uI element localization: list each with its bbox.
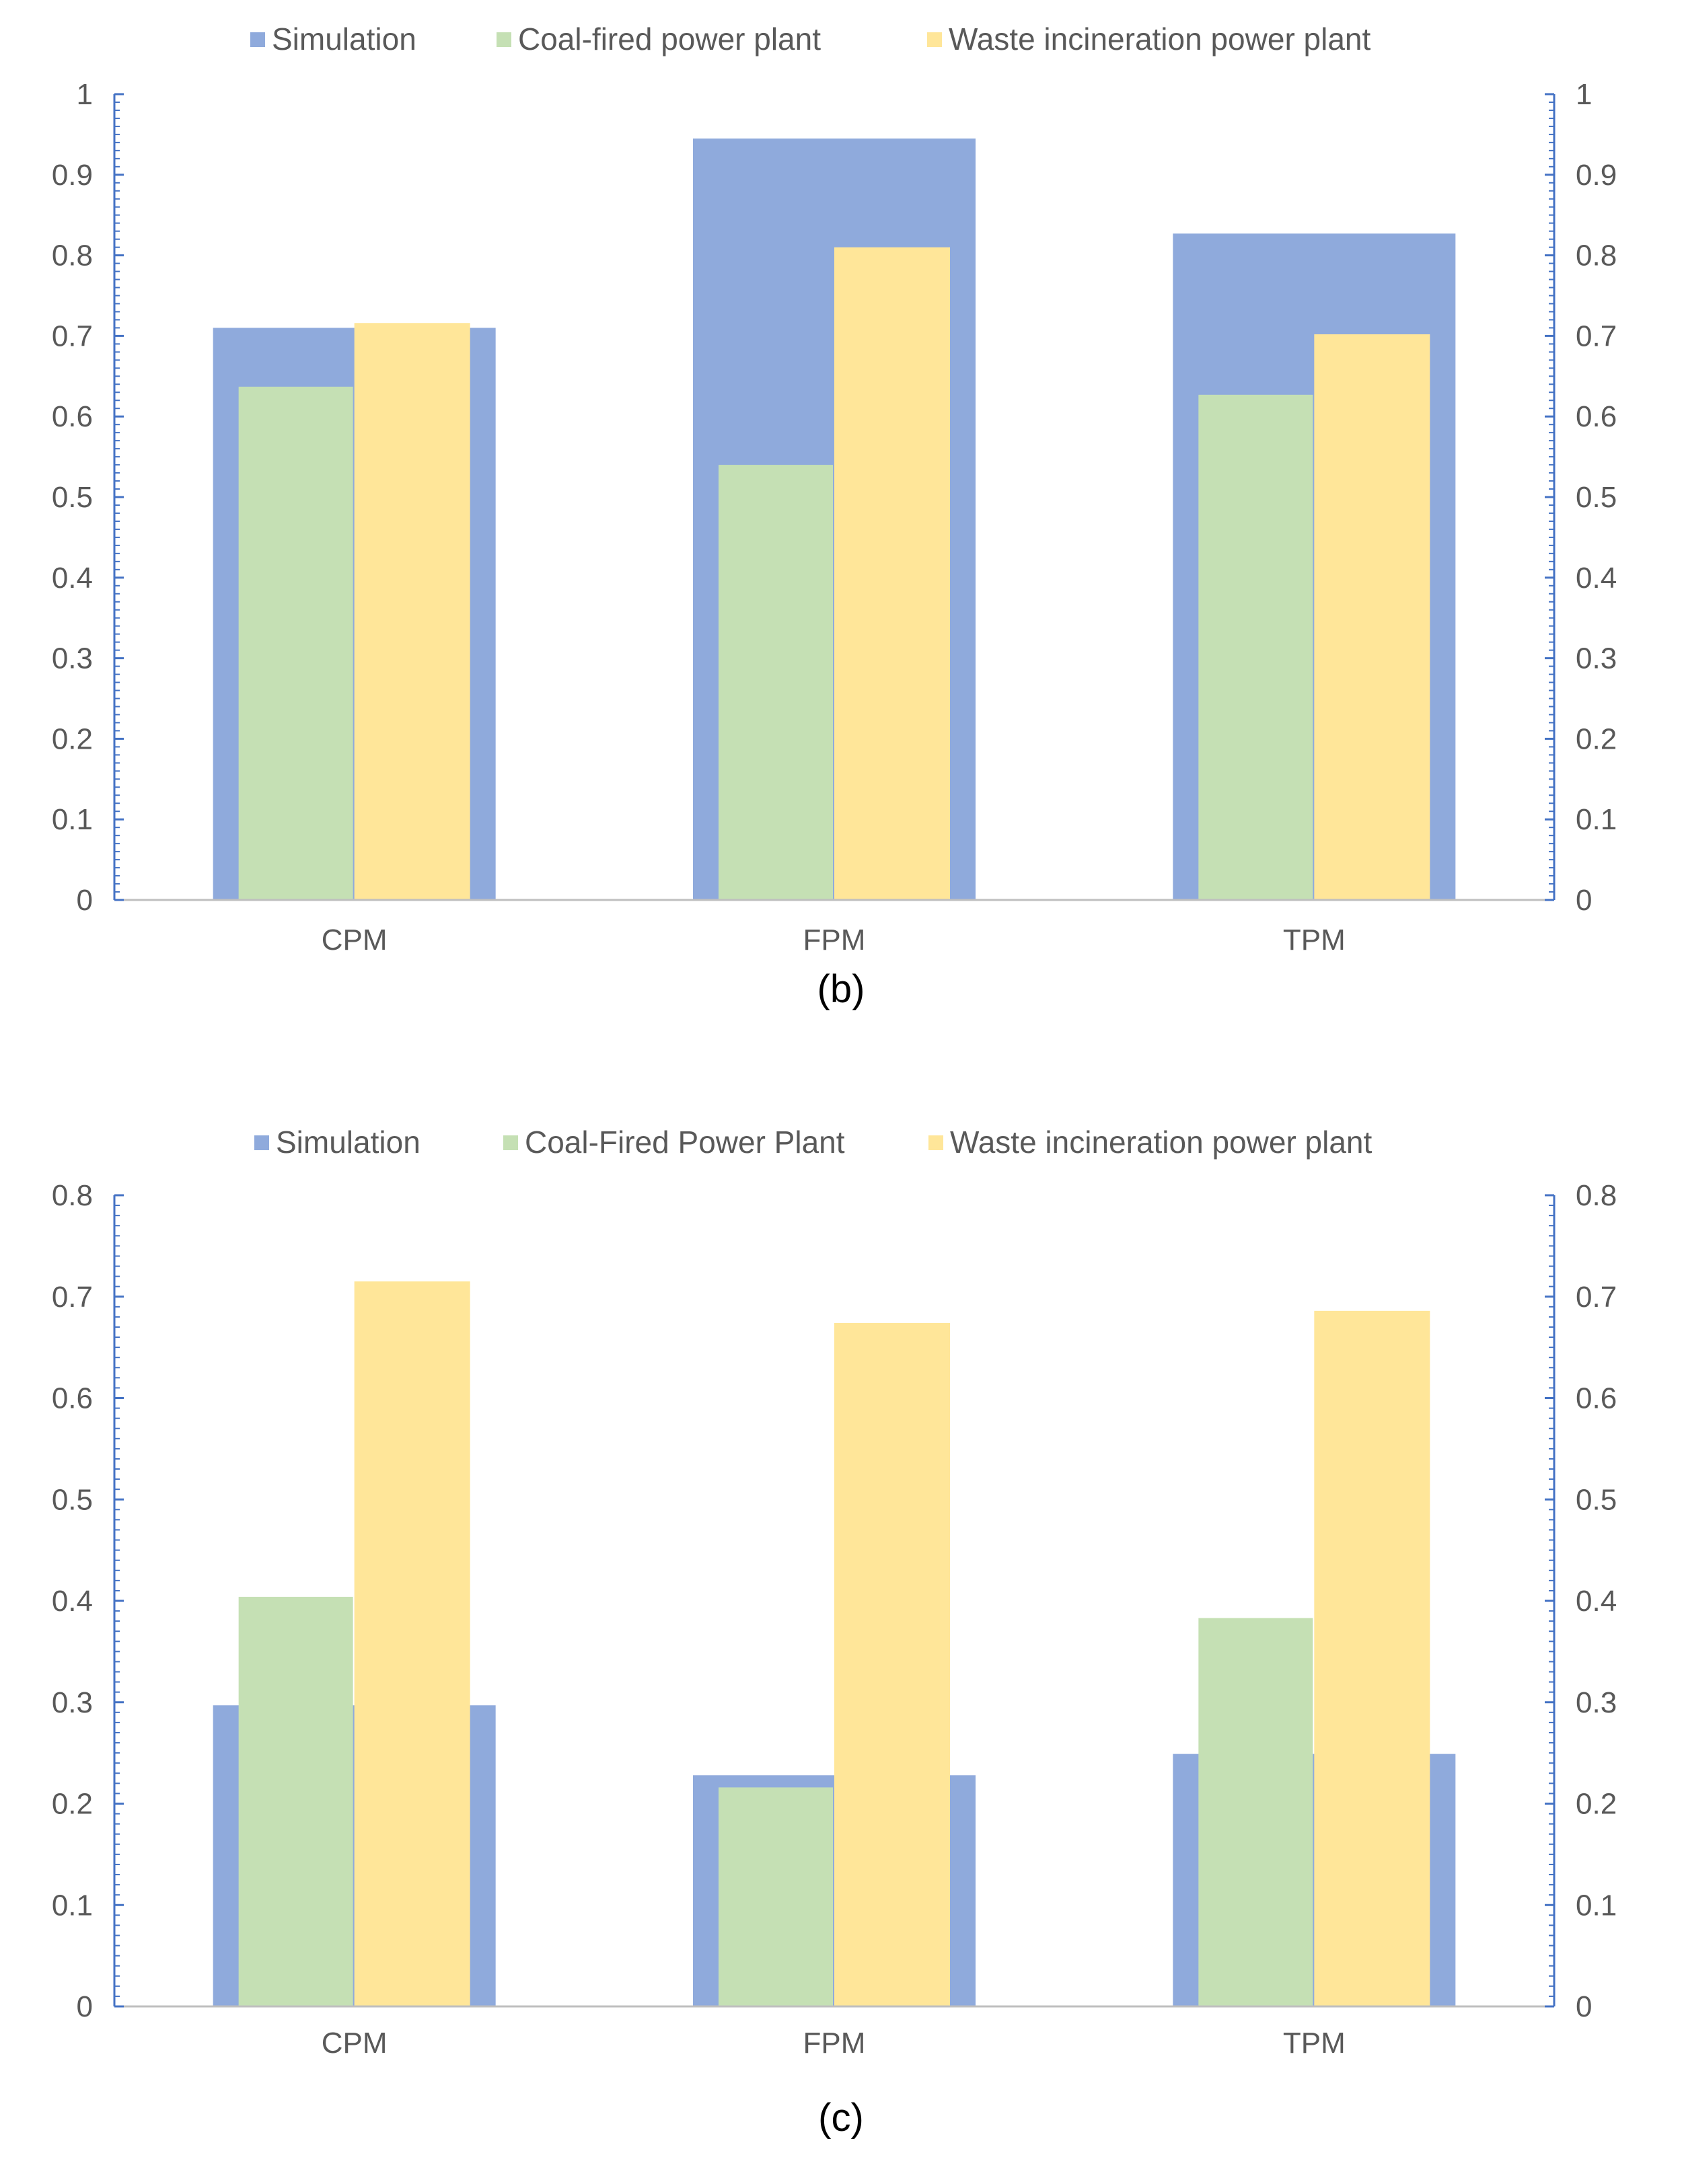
- bar-group-tpm: [1173, 1310, 1456, 2006]
- tick-label-left: 0.4: [52, 1585, 93, 1618]
- legend-item-coal-fired-power-plant: Coal-Fired Power Plant: [503, 1125, 845, 1160]
- tick-label-left: 0.6: [52, 1382, 93, 1415]
- legend-item-waste-incineration-power-plant: Waste incineration power plant: [928, 1125, 1373, 1160]
- tick-label-left: 0.6: [52, 400, 93, 433]
- bar-waste-incineration-power-plant-tpm: [1314, 334, 1430, 900]
- tick-label-right: 0.5: [1576, 1483, 1617, 1516]
- tick-label-right: 0.2: [1576, 722, 1617, 755]
- legend-label-coal-fired-power-plant: Coal-Fired Power Plant: [525, 1125, 845, 1160]
- bar-group-fpm: [693, 138, 976, 900]
- tick-label-right: 0.8: [1576, 1179, 1617, 1212]
- tick-label-right: 0.4: [1576, 1585, 1617, 1618]
- legend-item-coal-fired-power-plant: Coal-fired power plant: [497, 22, 821, 57]
- tick-label-right: 0.9: [1576, 159, 1617, 192]
- bar-coal-fired-power-plant-fpm: [719, 1787, 833, 2006]
- legend-label-waste-incineration-power-plant: Waste incineration power plant: [950, 1125, 1373, 1160]
- legend-label-coal-fired-power-plant: Coal-fired power plant: [518, 22, 821, 57]
- tick-label-left: 1: [77, 78, 93, 111]
- tick-label-right: 1: [1576, 78, 1592, 111]
- tick-label-right: 0: [1576, 884, 1592, 917]
- tick-label-left: 0.2: [52, 1788, 93, 1821]
- panel-label: (b): [817, 967, 865, 1011]
- legend-swatch-simulation: [254, 1135, 269, 1150]
- tick-label-left: 0: [77, 884, 93, 917]
- category-label-cpm: CPM: [322, 2027, 388, 2060]
- y-axis-left: 0 0.1 0.2 0.3 0.4 0.5 0.6 0.7 0.8 0.9 1: [52, 78, 124, 917]
- tick-label-left: 0.5: [52, 481, 93, 514]
- tick-label-left: 0.3: [52, 642, 93, 675]
- tick-label-left: 0.8: [52, 1179, 93, 1212]
- bar-group-cpm: [213, 323, 496, 900]
- legend-label-waste-incineration-power-plant: Waste incineration power plant: [949, 22, 1371, 57]
- legend-swatch-coal-fired-power-plant: [497, 32, 511, 47]
- tick-label-left: 0.5: [52, 1483, 93, 1516]
- bar-coal-fired-power-plant-tpm: [1198, 1618, 1313, 2006]
- tick-label-left: 0.7: [52, 319, 93, 352]
- tick-label-right: 0.3: [1576, 1686, 1617, 1719]
- legend-item-simulation: Simulation: [254, 1125, 420, 1160]
- tick-label-left: 0: [77, 1990, 93, 2023]
- category-label-tpm: TPM: [1283, 924, 1346, 956]
- tick-label-left: 0.7: [52, 1281, 93, 1314]
- tick-label-right: 0.7: [1576, 319, 1617, 352]
- tick-label-right: 0.2: [1576, 1788, 1617, 1821]
- y-axis-right: 0 0.1 0.2 0.3 0.4 0.5 0.6 0.7 0.8: [1545, 1179, 1617, 2023]
- category-label-fpm: FPM: [803, 924, 866, 956]
- legend-item-simulation: Simulation: [250, 22, 416, 57]
- tick-label-left: 0.3: [52, 1686, 93, 1719]
- tick-label-right: 0.1: [1576, 803, 1617, 836]
- tick-label-right: 0.8: [1576, 239, 1617, 272]
- category-label-cpm: CPM: [322, 924, 388, 956]
- y-axis-right: 0 0.1 0.2 0.3 0.4 0.5 0.6 0.7 0.8 0.9 1: [1545, 78, 1617, 917]
- tick-label-right: 0.6: [1576, 400, 1617, 433]
- tick-label-left: 0.8: [52, 239, 93, 272]
- tick-label-left: 0.9: [52, 159, 93, 192]
- bar-coal-fired-power-plant-cpm: [238, 386, 353, 900]
- bar-waste-incineration-power-plant-fpm: [834, 247, 950, 900]
- bar-coal-fired-power-plant-fpm: [719, 465, 833, 900]
- tick-label-left: 0.2: [52, 722, 93, 755]
- bar-waste-incineration-power-plant-tpm: [1314, 1310, 1430, 2006]
- legend-item-waste-incineration-power-plant: Waste incineration power plant: [927, 22, 1371, 57]
- legend-swatch-waste-incineration-power-plant: [927, 32, 942, 47]
- chart-b: CPM FPM TPM00.10.20.30.40.50.60.70.80.9100…: [52, 22, 1617, 1011]
- bar-group-tpm: [1173, 233, 1456, 900]
- legend: Simulation Coal-fired power plant Waste in…: [250, 22, 1371, 57]
- bar-waste-incineration-power-plant-cpm: [354, 1281, 470, 2006]
- bar-coal-fired-power-plant-cpm: [238, 1596, 353, 2006]
- tick-label-right: 0.3: [1576, 642, 1617, 675]
- tick-label-left: 0.1: [52, 803, 93, 836]
- tick-label-right: 0: [1576, 1990, 1592, 2023]
- bar-coal-fired-power-plant-tpm: [1198, 394, 1313, 900]
- panel-label: (c): [818, 2096, 864, 2140]
- legend-swatch-simulation: [250, 32, 265, 47]
- bar-waste-incineration-power-plant-cpm: [354, 323, 470, 900]
- chart-c: CPM FPM TPM 0 0.1 0.2 0.3 0.4 0.5 0.6 0.7 0.8 0 0.1 0.…: [52, 1125, 1617, 2140]
- legend: Simulation Coal-Fired Power Plant Waste in…: [254, 1125, 1373, 1160]
- tick-label-right: 0.1: [1576, 1889, 1617, 1922]
- category-label-tpm: TPM: [1283, 2027, 1346, 2060]
- tick-label-right: 0.7: [1576, 1281, 1617, 1314]
- tick-label-right: 0.6: [1576, 1382, 1617, 1415]
- category-label-fpm: FPM: [803, 2027, 866, 2060]
- bar-group-cpm: [213, 1281, 496, 2006]
- tick-label-right: 0.5: [1576, 481, 1617, 514]
- bar-waste-incineration-power-plant-fpm: [834, 1322, 950, 2006]
- legend-swatch-coal-fired-power-plant: [503, 1135, 518, 1150]
- bar-group-fpm: [693, 1322, 976, 2006]
- tick-label-left: 0.1: [52, 1889, 93, 1922]
- y-axis-left: 0 0.1 0.2 0.3 0.4 0.5 0.6 0.7 0.8: [52, 1179, 124, 2023]
- legend-label-simulation: Simulation: [276, 1125, 420, 1160]
- tick-label-right: 0.4: [1576, 562, 1617, 595]
- legend-label-simulation: Simulation: [272, 22, 416, 57]
- tick-label-left: 0.4: [52, 562, 93, 595]
- legend-swatch-waste-incineration-power-plant: [928, 1135, 943, 1150]
